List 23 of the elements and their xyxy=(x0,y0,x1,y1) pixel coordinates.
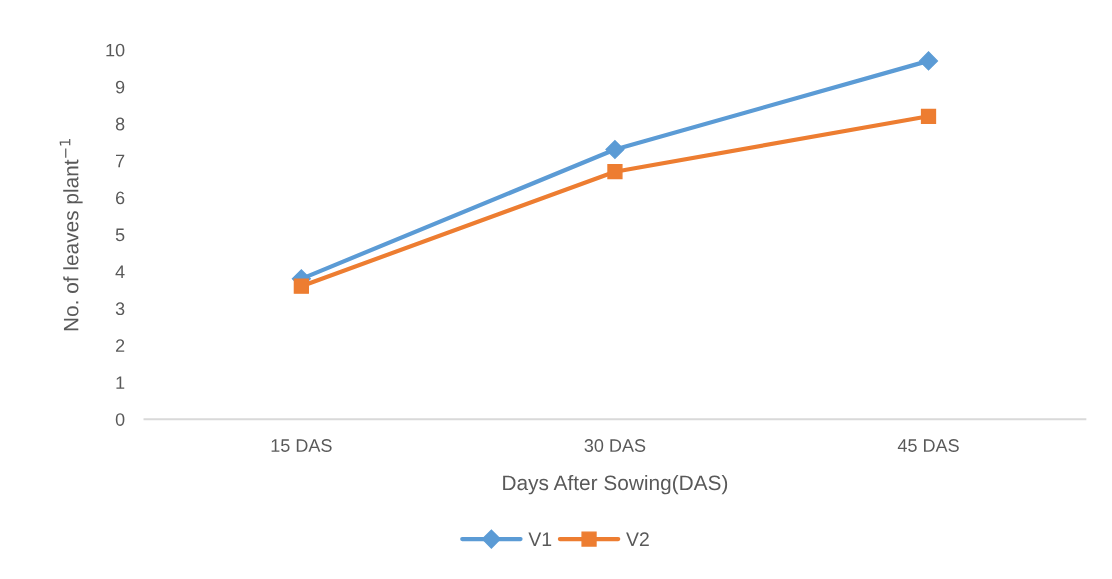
y-tick-label: 7 xyxy=(116,154,125,168)
point xyxy=(607,164,623,180)
y-tick-label: 4 xyxy=(115,265,125,278)
x-axis-title: Days After Sowing(DAS) xyxy=(503,474,728,495)
x-tick-label: 15 DAS xyxy=(271,439,332,452)
y-tick-label: 10 xyxy=(106,43,125,57)
x-tick-label: 45 DAS xyxy=(897,439,959,452)
y-tick-label: 6 xyxy=(115,191,125,205)
y-tick-label: 5 xyxy=(115,228,125,242)
x-tick-label: 30 DAS xyxy=(584,439,646,452)
legend-label: V1 xyxy=(528,532,552,546)
y-tick-label: 3 xyxy=(115,302,125,316)
y-tick-label: 0 xyxy=(115,413,125,426)
legend-label: V2 xyxy=(626,532,649,546)
point xyxy=(293,278,309,294)
y-tick-label: 9 xyxy=(115,80,125,94)
y-tick-label: 2 xyxy=(115,339,125,352)
y-axis-title: No. of leaves plant$^{−1}$ xyxy=(59,139,83,331)
point xyxy=(918,51,939,71)
y-tick-label: 8 xyxy=(115,117,125,131)
point xyxy=(920,108,937,124)
point xyxy=(605,139,625,160)
y-tick-label: 1 xyxy=(116,376,125,389)
